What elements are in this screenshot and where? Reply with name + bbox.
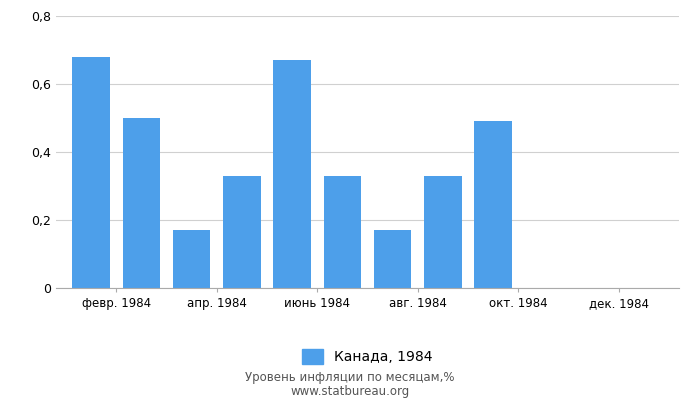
Bar xyxy=(374,230,412,288)
Text: www.statbureau.org: www.statbureau.org xyxy=(290,385,410,398)
Bar xyxy=(173,230,211,288)
Bar xyxy=(223,176,260,288)
Legend: Канада, 1984: Канада, 1984 xyxy=(297,344,438,370)
Bar xyxy=(72,57,110,288)
Bar xyxy=(122,118,160,288)
Text: Уровень инфляции по месяцам,%: Уровень инфляции по месяцам,% xyxy=(245,372,455,384)
Bar xyxy=(475,121,512,288)
Bar xyxy=(424,176,462,288)
Bar xyxy=(323,176,361,288)
Bar xyxy=(273,60,311,288)
